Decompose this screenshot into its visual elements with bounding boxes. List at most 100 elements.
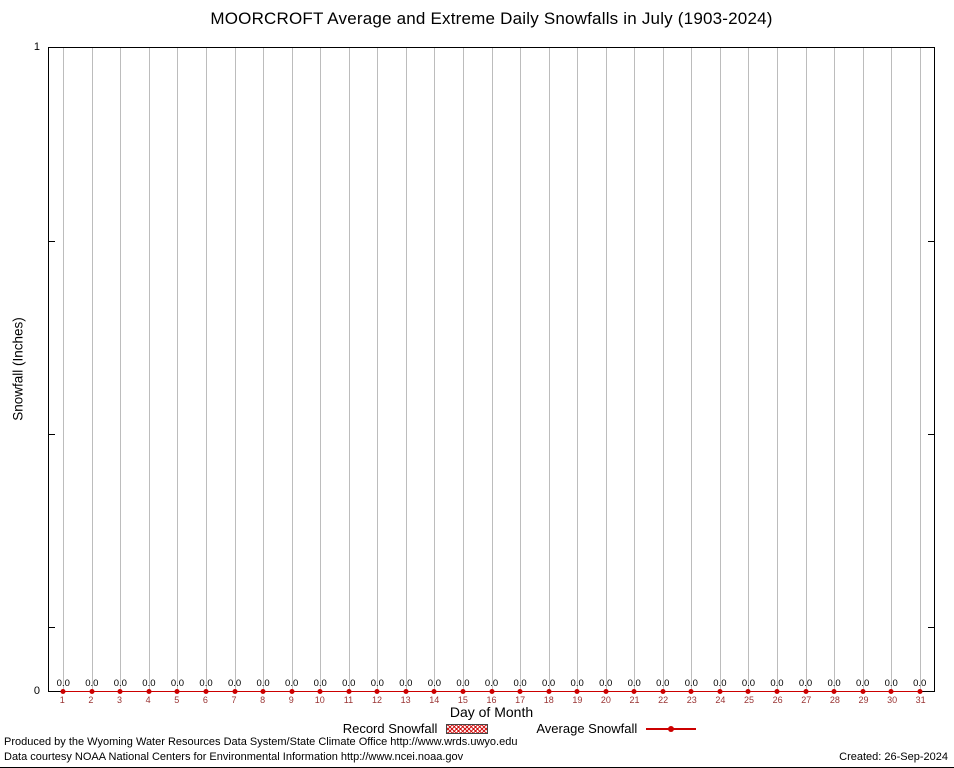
average-snowfall-point-day-8 [260,688,266,694]
x-tick-day-29: 29 [858,695,869,705]
x-tick-day-20: 20 [600,695,611,705]
record-value-label-day-15: 0.0 [456,677,470,689]
average-snowfall-point-day-26 [774,688,780,694]
average-snowfall-point-day-7 [232,688,238,694]
gridline-day-6 [206,48,208,691]
gridline-day-14 [434,48,436,691]
x-tick-day-2: 2 [88,695,94,705]
x-tick-day-12: 12 [372,695,383,705]
record-value-label-day-2: 0.0 [85,677,99,689]
x-tick-labels: 1 2 3 4 5 6 7 8 9 10 11 12 13 14 15 16 17 18 19 20 21 22 23 24 2… [48,696,935,706]
average-snowfall-point-day-1 [60,688,66,694]
x-tick-day-13: 13 [400,695,411,705]
record-value-label-day-13: 0.0 [399,677,413,689]
plot-area: 0.0 0.0 0.0 0.0 0.0 0.0 0.0 0.0 0.0 0.0 0.0 0.0 0.0 0… [48,47,935,694]
gridline-day-11 [348,48,350,691]
record-value-label-day-30: 0.0 [884,677,898,689]
record-value-label-day-29: 0.0 [856,677,870,689]
average-snowfall-point-day-18 [546,688,552,694]
gridline-day-21 [634,48,636,691]
average-snowfall-point-day-27 [803,688,809,694]
record-value-label-day-31: 0.0 [913,677,927,689]
x-tick-day-25: 25 [744,695,755,705]
record-snowfall-swatch-icon [446,723,489,734]
gridline-day-1 [63,48,65,691]
x-tick-day-9: 9 [288,695,294,705]
x-tick-day-28: 28 [829,695,840,705]
average-snowfall-point-day-14 [431,688,437,694]
x-tick-day-17: 17 [515,695,526,705]
average-snowfall-point-day-29 [860,688,866,694]
x-tick-day-15: 15 [457,695,468,705]
gridline-day-28 [834,48,836,691]
gridline-day-9 [291,48,293,691]
y-axis-label: Snowfall (Inches) [10,317,26,421]
record-value-label-day-3: 0.0 [113,677,127,689]
gridline-day-15 [462,48,464,691]
average-snowfall-point-day-24 [717,688,723,694]
average-snowfall-point-day-20 [603,688,609,694]
x-tick-day-22: 22 [658,695,669,705]
record-value-label-day-14: 0.0 [427,677,441,689]
x-tick-day-18: 18 [543,695,554,705]
y-minor-tick-left-0.1 [49,626,55,628]
x-tick-day-1: 1 [59,695,65,705]
x-tick-day-30: 30 [887,695,898,705]
x-tick-day-16: 16 [486,695,497,705]
gridline-day-2 [91,48,93,691]
gridline-day-27 [805,48,807,691]
x-tick-day-27: 27 [801,695,812,705]
gridline-day-19 [577,48,579,691]
footer-data-courtesy: Data courtesy NOAA National Centers for … [4,751,464,763]
average-snowfall-point-day-22 [660,688,666,694]
x-tick-day-31: 31 [915,695,926,705]
gridline-day-31 [919,48,921,691]
average-snowfall-point-day-25 [745,688,751,694]
y-minor-tick-right-0.1 [928,626,934,628]
x-tick-day-10: 10 [314,695,325,705]
record-value-label-day-21: 0.0 [627,677,641,689]
x-tick-day-7: 7 [231,695,237,705]
gridline-day-18 [548,48,550,691]
record-value-label-day-12: 0.0 [370,677,384,689]
gridline-day-20 [605,48,607,691]
gridline-day-29 [862,48,864,691]
x-tick-day-24: 24 [715,695,726,705]
gridline-day-12 [377,48,379,691]
record-value-label-day-25: 0.0 [741,677,756,689]
x-tick-day-23: 23 [686,695,697,705]
average-snowfall-point-day-11 [346,688,352,694]
average-snowfall-point-day-19 [574,688,580,694]
gridline-day-26 [776,48,778,691]
y-minor-tick-left-0.7 [49,240,55,242]
average-snowfall-point-day-30 [888,688,894,694]
average-snowfall-point-day-6 [203,688,209,694]
x-tick-day-5: 5 [174,695,180,705]
record-value-label-day-28: 0.0 [827,677,841,689]
x-tick-day-3: 3 [117,695,123,705]
x-tick-day-6: 6 [202,695,208,705]
gridline-day-13 [405,48,407,691]
x-tick-day-14: 14 [429,695,440,705]
average-snowfall-point-day-2 [89,688,95,694]
record-value-label-day-16: 0.0 [484,677,499,689]
average-snowfall-point-day-12 [374,688,380,694]
gridline-day-3 [120,48,122,691]
gridline-day-25 [748,48,750,691]
x-tick-day-21: 21 [629,695,640,705]
average-snowfall-point-day-17 [517,688,523,694]
average-snowfall-point-day-10 [317,688,323,694]
record-value-label-day-20: 0.0 [599,677,613,689]
record-value-label-day-23: 0.0 [684,677,698,689]
average-snowfall-point-day-31 [917,688,923,694]
average-snowfall-point-day-3 [117,688,123,694]
record-value-label-day-8: 0.0 [256,677,270,689]
average-snowfall-point-day-9 [289,688,295,694]
gridline-day-22 [662,48,664,691]
record-value-label-day-1: 0.0 [56,677,70,689]
gridline-day-30 [891,48,893,691]
chart-title: MOORCROFT Average and Extreme Daily Snow… [210,9,773,28]
y-minor-tick-right-0.7 [928,240,934,242]
average-snowfall-point-day-21 [631,688,637,694]
